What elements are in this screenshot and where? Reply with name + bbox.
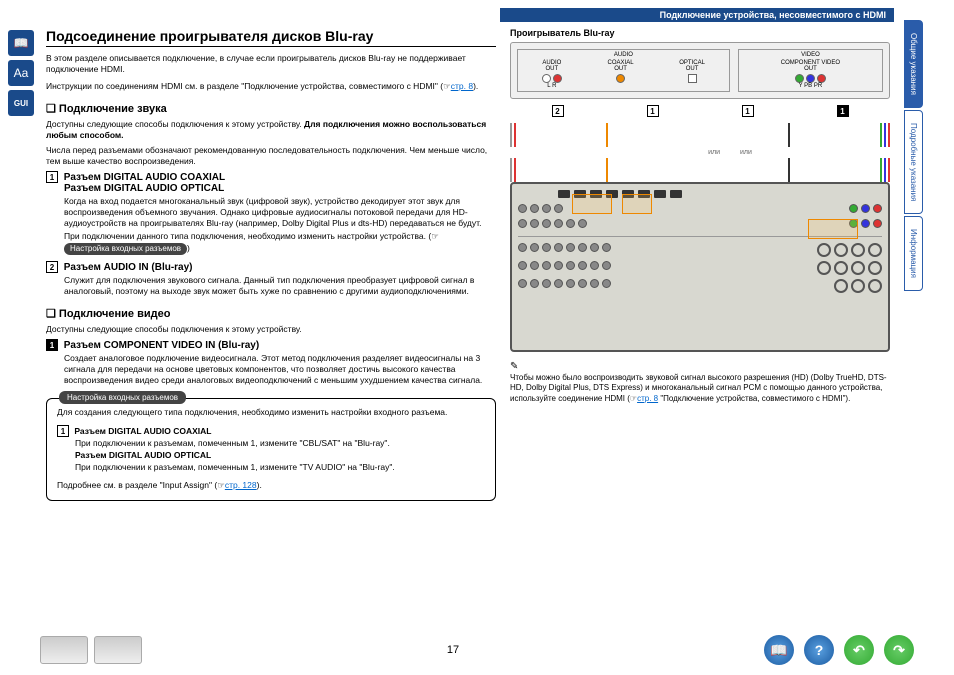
vitem1-title: Разъем COMPONENT VIDEO IN (Blu-ray) [64, 340, 259, 351]
settings-p1: Для создания следующего типа подключения… [57, 407, 485, 419]
video-item-1: 1 Разъем COMPONENT VIDEO IN (Blu-ray) Со… [46, 339, 496, 386]
cable-lines-2 [510, 158, 890, 182]
intro-text-2: Инструкции по соединениям HDMI см. в раз… [46, 81, 496, 92]
audio-item-1: 1 Разъем DIGITAL AUDIO COAXIAL Разъем DI… [46, 171, 496, 255]
audio-heading: Подключение звука [46, 102, 496, 115]
link-page8[interactable]: стр. 8 [451, 81, 473, 91]
optical-out: OPTICAL OUT [679, 60, 705, 89]
cable-lines [510, 123, 890, 147]
note-icon: ✎ [510, 361, 518, 372]
coax-out: COAXIAL OUT [608, 60, 634, 89]
num-1-box: 1 [46, 171, 58, 183]
settings-footer: Подробнее см. в разделе "Input Assign" (… [57, 480, 485, 492]
footer-buttons: 📖 ? ↶ ↷ [764, 635, 914, 665]
video-p1: Доступны следующие способы подключения к… [46, 324, 496, 335]
note-link[interactable]: стр. 8 [637, 394, 658, 403]
connection-diagram: Проигрыватель Blu-ray AUDIO AUDIO OUT L … [510, 28, 890, 404]
audio-lr-out: AUDIO OUT L R [542, 60, 562, 89]
settings-box: Настройка входных разъемов Для создания … [46, 398, 496, 500]
vnum-1-box: 1 [46, 339, 58, 351]
item2-body: Служит для подключения звукового сигнала… [64, 275, 496, 297]
item1-body2: При подключении данного типа подключения… [64, 231, 496, 254]
help-button[interactable]: ? [804, 635, 834, 665]
diagram-title: Проигрыватель Blu-ray [510, 28, 890, 38]
font-icon[interactable]: Aa [8, 60, 34, 86]
left-icon-column: 📖 Aa GUI [8, 30, 36, 120]
audio-p2: Числа перед разъемами обозначают рекомен… [46, 145, 496, 167]
gui-icon[interactable]: GUI [8, 90, 34, 116]
book-icon[interactable]: 📖 [8, 30, 34, 56]
item1-body1: Когда на вход подается многоканальный зв… [64, 196, 496, 229]
link-page128[interactable]: стр. 128 [225, 480, 257, 490]
receiver-back-panel [510, 182, 890, 352]
header-bar: Подключение устройства, несовместимого с… [500, 8, 894, 22]
component-out: VIDEO COMPONENT VIDEO OUT Y PB PR [738, 49, 883, 92]
audio-item-2: 2 Разъем AUDIO IN (Blu-ray) Служит для п… [46, 261, 496, 297]
back-button[interactable]: ↶ [844, 635, 874, 665]
footer: 17 📖 ? ↶ ↷ [0, 635, 954, 665]
page-number: 17 [447, 644, 459, 656]
forward-button[interactable]: ↷ [884, 635, 914, 665]
tab-general[interactable]: Общие указания [904, 20, 923, 108]
toc-button[interactable]: 📖 [764, 635, 794, 665]
item2-title: Разъем AUDIO IN (Blu-ray) [64, 262, 193, 273]
vitem1-body: Создает аналоговое подключение видеосигн… [64, 353, 496, 386]
footer-thumbs [40, 636, 142, 664]
cable-numbers: 2 1 1 1 [510, 99, 890, 123]
main-content: Подсоединение проигрывателя дисков Blu-r… [46, 28, 496, 501]
settings-box-title: Настройка входных разъемов [59, 391, 186, 404]
thumb-front[interactable] [40, 636, 88, 664]
tab-info[interactable]: Информация [904, 216, 923, 291]
player-box: AUDIO AUDIO OUT L R COAXIAL OUT OPTICAL … [510, 42, 890, 99]
audio-p1: Доступны следующие способы подключения к… [46, 119, 496, 141]
video-heading: Подключение видео [46, 307, 496, 320]
or-row: или или [510, 147, 890, 158]
item1-title1: Разъем DIGITAL AUDIO COAXIAL [64, 172, 225, 183]
intro-text-1: В этом разделе описывается подключение, … [46, 53, 496, 75]
settings-badge: Настройка входных разъемов [64, 243, 187, 255]
page-title: Подсоединение проигрывателя дисков Blu-r… [46, 28, 496, 47]
item1-title2: Разъем DIGITAL AUDIO OPTICAL [64, 183, 224, 194]
diagram-note: ✎ Чтобы можно было воспроизводить звуков… [510, 360, 890, 404]
thumb-back[interactable] [94, 636, 142, 664]
num-2-box: 2 [46, 261, 58, 273]
settings-i1: 1 Разъем DIGITAL AUDIO COAXIAL При подкл… [57, 425, 485, 474]
right-tab-column: Общие указания Подробные указания Информ… [904, 20, 946, 293]
tab-detailed[interactable]: Подробные указания [904, 110, 923, 214]
